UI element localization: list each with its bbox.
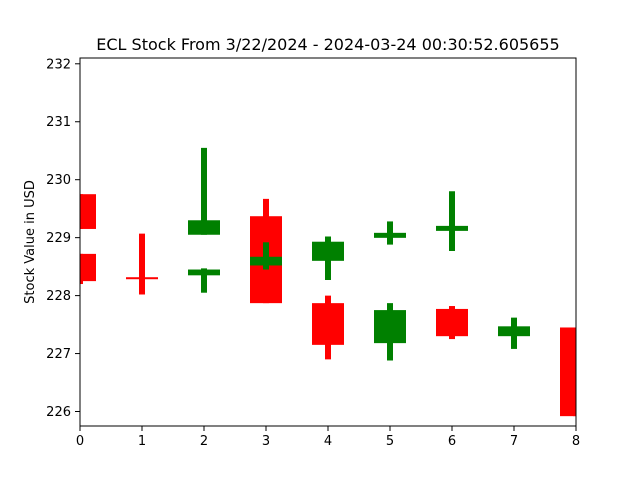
candles-group: [80, 147, 576, 417]
y-tick-label: 230: [46, 173, 71, 188]
candle: [436, 306, 468, 340]
y-tick-label: 227: [46, 347, 71, 362]
x-tick-label: 1: [138, 434, 146, 449]
candle: [188, 268, 220, 293]
candle-body: [436, 225, 468, 231]
candle: [498, 317, 530, 349]
y-tick-label: 228: [46, 289, 71, 304]
candle: [80, 194, 96, 229]
candle-body: [436, 308, 468, 337]
x-tick-label: 0: [76, 434, 84, 449]
candle: [188, 147, 220, 235]
candle: [374, 303, 406, 361]
x-tick-label: 5: [386, 434, 394, 449]
x-axis: 0 1 2 3 4 5 6 7 8: [76, 426, 580, 449]
x-tick-label: 7: [510, 434, 518, 449]
candle-body: [560, 327, 576, 417]
candle-body: [374, 310, 406, 344]
candle: [312, 295, 344, 360]
candle: [374, 221, 406, 245]
candle-body: [312, 303, 344, 345]
candle-body: [188, 269, 220, 276]
y-tick-label: 229: [46, 231, 71, 246]
y-tick-label: 232: [46, 57, 71, 72]
x-tick-label: 2: [200, 434, 208, 449]
candle-body: [498, 326, 530, 337]
candle-body: [188, 220, 220, 235]
x-tick-label: 4: [324, 434, 332, 449]
y-axis: 226 227 228 229 230 231 232: [46, 57, 80, 420]
y-tick-label: 226: [46, 405, 71, 420]
candle-body: [126, 277, 158, 280]
candle-body: [374, 232, 406, 238]
candle: [126, 233, 158, 295]
candle: [250, 242, 282, 270]
candle: [436, 191, 468, 251]
candle-body: [312, 241, 344, 261]
candle-body: [80, 194, 96, 229]
candle: [312, 236, 344, 280]
candle: [80, 253, 96, 285]
candle-body: [80, 253, 96, 282]
candle: [560, 327, 576, 417]
y-tick-label: 231: [46, 115, 71, 130]
x-tick-label: 6: [448, 434, 456, 449]
x-tick-label: 3: [262, 434, 270, 449]
candle-body: [250, 256, 282, 266]
x-tick-label: 8: [572, 434, 580, 449]
chart-title: ECL Stock From 3/22/2024 - 2024-03-24 00…: [96, 35, 559, 54]
y-axis-label: Stock Value in USD: [23, 180, 38, 304]
